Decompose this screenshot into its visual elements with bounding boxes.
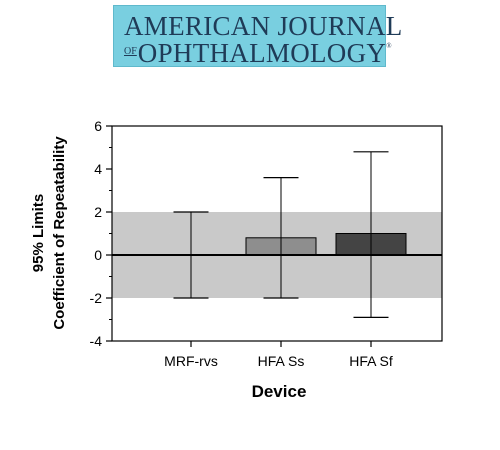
y-tick-label: 2	[94, 204, 102, 220]
y-tick-label: 6	[94, 118, 102, 134]
journal-logo: AMERICAN JOURNAL OFOPHTHALMOLOGY®	[113, 5, 402, 68]
error-bar-hfa-sf	[353, 151, 389, 318]
x-tick-label: HFA Sf	[349, 353, 393, 369]
y-tick-label: -4	[90, 333, 103, 349]
x-tick-label: MRF-rvs	[164, 353, 218, 369]
logo-title-line1: AMERICAN JOURNAL	[124, 11, 403, 41]
y-tick-label: 4	[94, 161, 102, 177]
y-axis-label-line2: Coefficient of Repeatability	[51, 136, 68, 330]
x-axis-label: Device	[252, 382, 307, 401]
plot-frame	[111, 125, 443, 342]
logo-registered-mark: ®	[386, 42, 392, 50]
logo-title-main: OPHTHALMOLOGY	[137, 38, 387, 68]
error-bar-hfa-ss	[263, 177, 299, 299]
logo-title-line2: OFOPHTHALMOLOGY®	[124, 38, 392, 69]
error-bar-mrf-rvs	[173, 211, 209, 299]
x-tick-label: HFA Ss	[258, 353, 305, 369]
y-tick-label: 0	[94, 247, 102, 263]
y-axis-label-line1: 95% Limits	[30, 194, 47, 272]
logo-of: OF	[124, 46, 137, 57]
y-tick-label: -2	[90, 290, 103, 306]
